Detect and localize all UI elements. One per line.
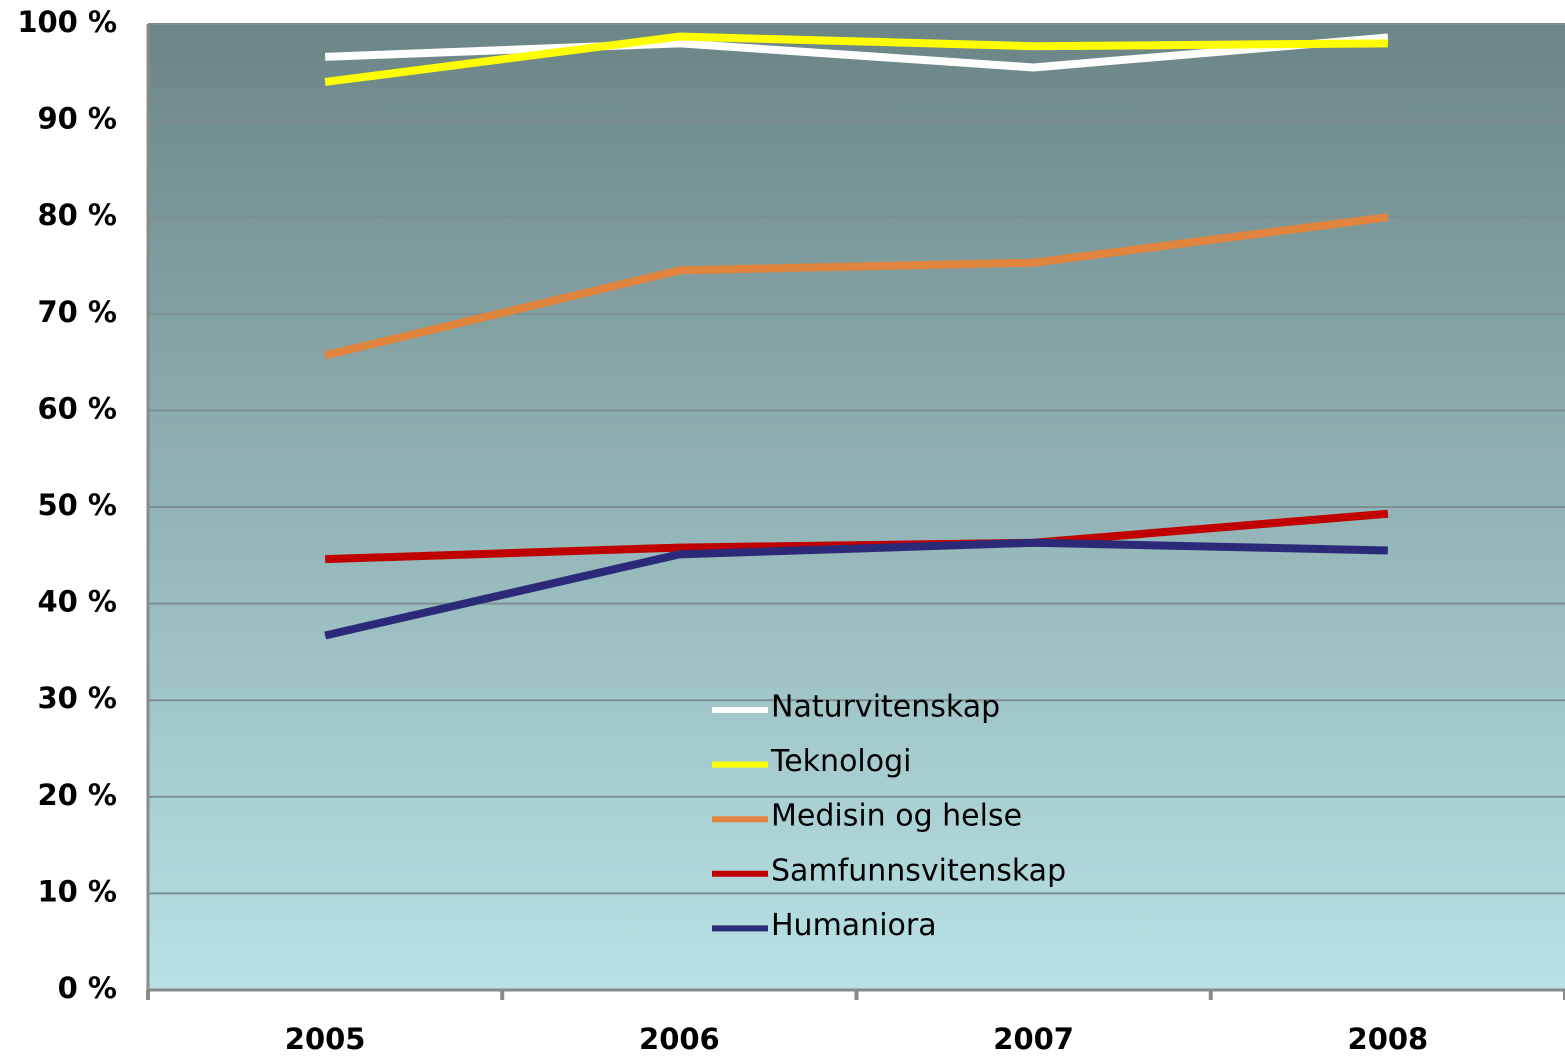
x-tick-label: 2008 — [1348, 1022, 1429, 1056]
y-tick-label: 0 % — [58, 971, 117, 1005]
x-tick-label: 2006 — [639, 1022, 720, 1056]
series-line — [324, 538, 1388, 640]
series-line — [324, 33, 1389, 72]
y-tick-label: 80 % — [37, 198, 117, 232]
y-tick-label: 20 % — [37, 778, 117, 812]
series-line — [324, 213, 1389, 360]
y-tick-label: 70 % — [37, 295, 117, 329]
x-tick-label: 2007 — [993, 1022, 1074, 1056]
y-tick-label: 50 % — [37, 488, 117, 522]
y-tick-label: 90 % — [37, 102, 117, 136]
legend-label: Naturvitenskap — [771, 690, 1000, 725]
legend-label: Teknologi — [770, 744, 912, 779]
y-tick-label: 10 % — [37, 874, 117, 908]
y-tick-label: 100 % — [17, 5, 117, 39]
y-tick-label: 30 % — [37, 681, 117, 715]
series-line — [324, 32, 1388, 86]
legend-label: Samfunnsvitenskap — [771, 853, 1066, 888]
legend-label: Medisin og helse — [771, 799, 1022, 834]
x-tick-label: 2005 — [285, 1022, 366, 1056]
y-tick-label: 60 % — [37, 391, 117, 425]
y-tick-label: 40 % — [37, 585, 117, 619]
legend-label: Humaniora — [771, 908, 937, 943]
